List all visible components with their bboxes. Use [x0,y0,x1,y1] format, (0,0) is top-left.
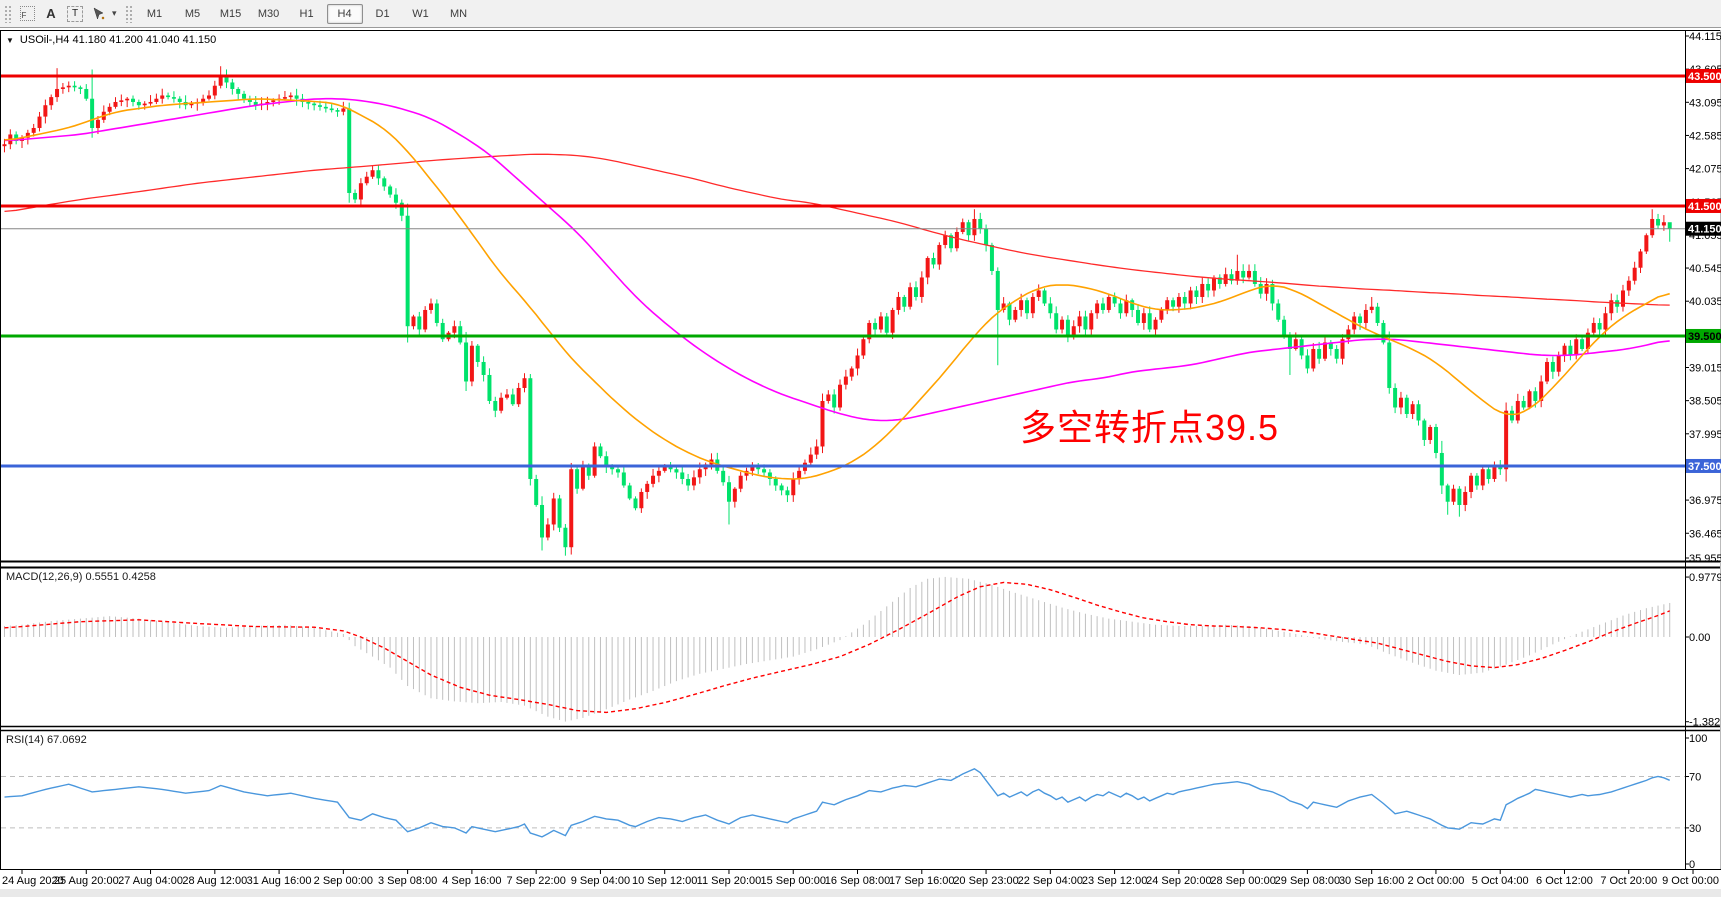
timeframe-button-mn[interactable]: MN [449,7,468,20]
price-tick-label: 44.115 [1689,31,1721,43]
date-tick-label: 27 Aug 04:00 [118,875,183,887]
date-tick-label: 4 Sep 16:00 [442,875,501,887]
ma-fast-line [4,98,1670,480]
font-a-icon: A [46,6,56,21]
macd-panel-label: MACD(12,26,9) 0.5551 0.4258 [6,571,156,583]
ma-mid-line [4,97,1670,422]
price-tick-label: 36.465 [1689,528,1721,540]
price-tick-label: 38.505 [1689,396,1721,408]
price-level-badge-41.500-bg [1686,198,1721,213]
price-tick-label: 40.545 [1689,263,1721,275]
date-tick-label: 7 Oct 20:00 [1600,875,1657,887]
date-tick-label: 28 Aug 12:00 [182,875,247,887]
date-tick-label: 9 Sep 04:00 [571,875,630,887]
chart-text-annotation: 多空转折点39.5 [1020,407,1280,448]
timeframe-button-w1[interactable]: W1 [412,7,429,20]
price-level-badge-41.500: 41.500 [1688,201,1721,213]
date-tick-label: 10 Sep 12:00 [632,875,697,887]
price-tick-label: 42.585 [1689,130,1721,142]
price-level-badge-37.500-bg [1686,458,1721,473]
rsi-tick-label: 100 [1689,733,1707,745]
price-tick-label: 36.975 [1689,495,1721,507]
date-tick-label: 16 Sep 08:00 [825,875,890,887]
date-tick-label: 23 Sep 12:00 [1082,875,1147,887]
macd-signal-line [4,581,1670,714]
main-toolbar: F A T ▾ M1 M5 M15 M30 H1 H4 D1 W1 MN [0,0,1721,28]
font-tool-icon[interactable]: A [40,4,62,24]
price-tick-label: 37.995 [1689,429,1721,441]
toolbar-grip[interactable] [124,4,132,23]
grid-f-icon: F [19,6,35,21]
date-tick-label: 5 Oct 04:00 [1472,875,1529,887]
macd-tick-label: -1.382 [1689,717,1720,729]
date-tick-label: 20 Sep 23:00 [953,875,1018,887]
window-bottom-strip [0,889,1721,897]
symbol-ohlc-text: USOil-,H4 41.180 41.200 41.040 41.150 [19,34,217,46]
rsi-tick-label: 0 [1689,859,1695,871]
text-t-icon: T [67,5,83,22]
date-tick-label: 2 Sep 00:00 [314,875,373,887]
timeframe-button-d1[interactable]: D1 [375,7,390,20]
current-price-badge: 41.150 [1688,224,1721,236]
timeframe-button-h1[interactable]: H1 [299,7,314,20]
cursor-dropdown-caret-icon[interactable]: ▾ [112,8,117,18]
toolbar-grip[interactable] [4,4,11,23]
date-tick-label: 24 Aug 2020 [2,875,64,887]
timeframe-button-group: M1 M5 M15 M30 H1 H4 D1 W1 MN [136,3,478,24]
date-tick-label: 9 Oct 00:00 [1662,875,1719,887]
date-tick-label: 22 Sep 04:00 [1018,875,1083,887]
date-tick-label: 3 Sep 08:00 [378,875,437,887]
date-tick-label: 7 Sep 22:00 [506,875,565,887]
price-tick-label: 43.095 [1689,97,1721,109]
timeframe-button-m15[interactable]: M15 [219,7,242,20]
date-tick-label: 25 Aug 20:00 [54,875,119,887]
macd-histogram [3,576,1671,722]
price-level-badge-43.500: 43.500 [1688,71,1721,83]
chart-canvas[interactable]: 44.11543.60543.09542.58542.07541.56541.0… [0,29,1721,897]
timeframe-button-m1[interactable]: M1 [146,7,163,20]
price-level-badge-37.500: 37.500 [1688,461,1721,473]
price-tick-label: 35.955 [1689,553,1721,565]
date-tick-label: 29 Sep 08:00 [1275,875,1340,887]
chart-grid-tool-icon[interactable]: F [16,4,38,24]
date-tick-label: 15 Sep 00:00 [761,875,826,887]
price-level-badge-39.500: 39.500 [1688,331,1721,343]
date-tick-label: 28 Sep 00:00 [1210,875,1275,887]
rsi-tick-label: 30 [1689,823,1701,835]
price-level-badge-43.500-bg [1686,68,1721,83]
current-price-badge-bg [1686,221,1721,236]
macd-tick-label: 0.00 [1689,632,1710,644]
rsi-line [4,768,1670,838]
symbol-dropdown-icon[interactable]: ▼ [6,35,14,45]
macd-tick-label: 0.9779 [1689,572,1721,584]
timeframe-button-m30[interactable]: M30 [257,7,280,20]
symbol-ohlc-header: ▼ USOil-,H4 41.180 41.200 41.040 41.150 [6,34,216,46]
date-tick-label: 6 Oct 12:00 [1536,875,1593,887]
ma-slow-line [4,153,1670,306]
price-tick-label: 42.075 [1689,164,1721,176]
rsi-panel-label: RSI(14) 67.0692 [6,734,87,746]
chart-background [0,29,1721,897]
cursor-arrow-icon [93,6,105,20]
price-tick-label: 39.015 [1689,363,1721,375]
date-tick-label: 17 Sep 16:00 [889,875,954,887]
date-tick-label: 24 Sep 20:00 [1146,875,1211,887]
date-tick-label: 11 Sep 20:00 [697,875,762,887]
date-tick-label: 31 Aug 16:00 [247,875,312,887]
text-tool-icon[interactable]: T [64,4,86,24]
timeframe-button-h4[interactable]: H4 [326,3,363,24]
cursor-tool-icon[interactable] [88,4,110,24]
timeframe-button-m5[interactable]: M5 [184,7,201,20]
date-tick-label: 30 Sep 16:00 [1339,875,1404,887]
price-tick-label: 40.035 [1689,296,1721,308]
date-tick-label: 2 Oct 00:00 [1408,875,1465,887]
price-level-badge-39.500-bg [1686,328,1721,343]
rsi-tick-label: 70 [1689,772,1701,784]
